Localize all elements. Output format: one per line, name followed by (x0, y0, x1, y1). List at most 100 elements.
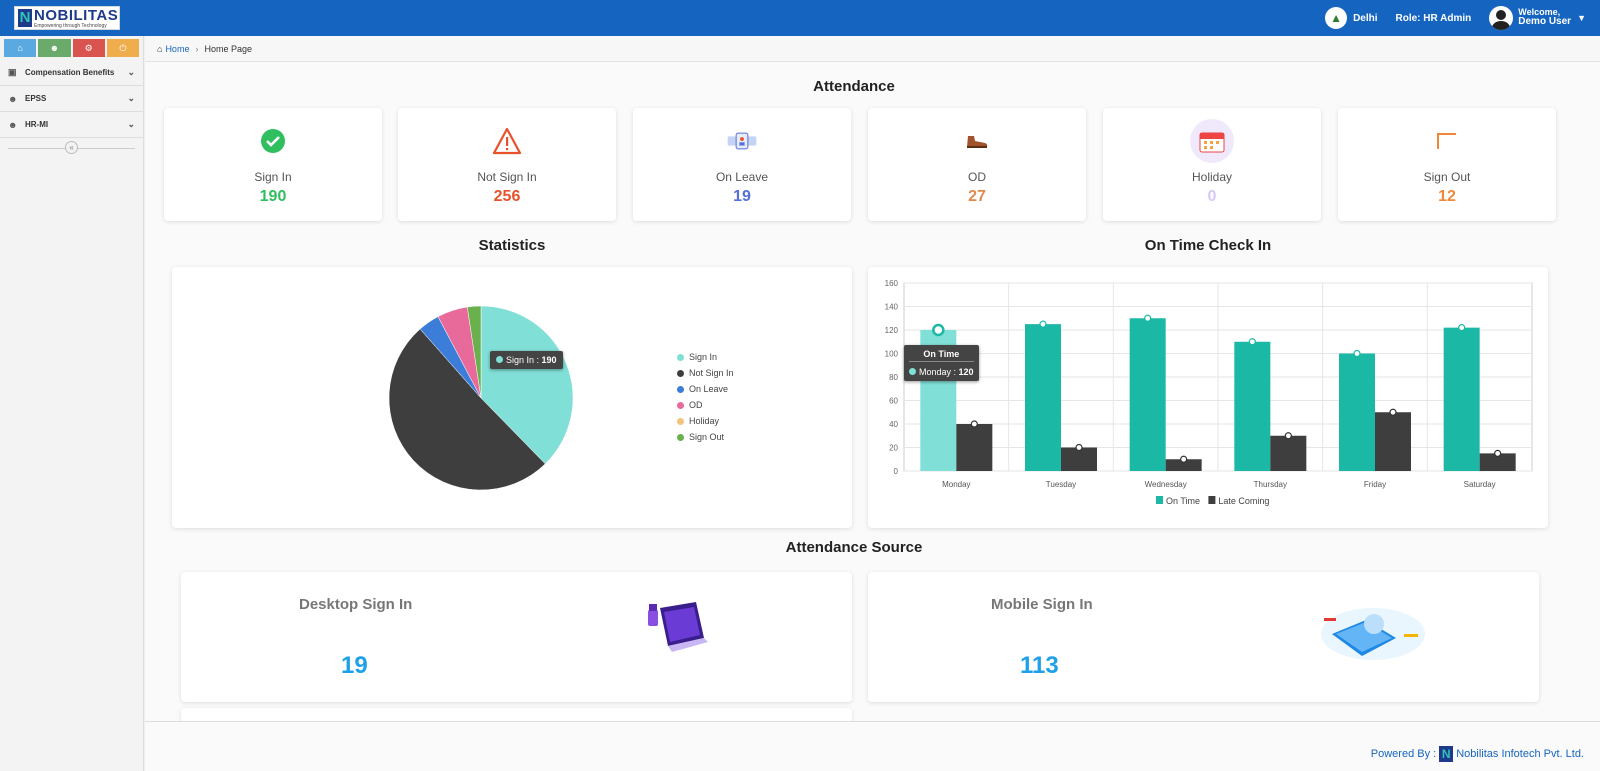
bar-on-time-tuesday[interactable] (1025, 324, 1061, 471)
pie-tooltip: Sign In : 190 (490, 351, 563, 369)
statistics-pie-chart (388, 305, 574, 491)
breadcrumb-separator: › (195, 43, 199, 54)
bar-point-marker (1144, 314, 1152, 322)
bar-on-time-wednesday[interactable] (1129, 318, 1166, 471)
legend-item[interactable]: On Time (1156, 496, 1200, 506)
bar-point-marker (1353, 349, 1361, 358)
bar-late-coming-monday[interactable] (956, 424, 993, 471)
logout-button[interactable]: ⏻ (106, 39, 139, 57)
pie-slice-sign-in[interactable] (480, 305, 574, 465)
card-value: 19 (733, 188, 751, 205)
location-icon: ▲ (1325, 7, 1348, 29)
mobile-sign-in-value: 113 (1020, 652, 1059, 679)
top-bar: N NOBILITAS Empowering through Technolog… (0, 0, 1600, 36)
company-name[interactable]: Nobilitas Infotech Pvt. Ltd. (1456, 748, 1584, 760)
x-tick-label: Wednesday (1145, 480, 1187, 489)
bar-point-marker (1494, 449, 1502, 457)
home-icon: ⌂ (17, 43, 23, 53)
sign-out-card[interactable]: Sign Out 12 (1338, 108, 1556, 221)
leave-icon (727, 126, 757, 156)
legend-item[interactable]: OD (677, 397, 734, 413)
statistics-title: Statistics (478, 237, 546, 254)
bar-point-marker (1389, 408, 1397, 416)
desktop-sign-in-card[interactable]: Desktop Sign In 19 (181, 572, 852, 702)
tooltip-value: 190 (541, 355, 557, 365)
check-circle-icon (258, 126, 288, 156)
bar-on-time-saturday[interactable] (1443, 327, 1480, 471)
card-value: 0 (1207, 188, 1217, 205)
desktop-sign-in-label: Desktop Sign In (299, 596, 413, 613)
users-icon: ☻ (49, 43, 60, 53)
card-value: 27 (968, 188, 986, 205)
y-tick-label: 120 (885, 326, 899, 335)
breadcrumb-home-link[interactable]: Home (165, 43, 190, 54)
pie-legend: Sign In Not Sign In On Leave OD Holiday Sign … (677, 349, 734, 445)
on-leave-card[interactable]: On Leave 19 (633, 108, 851, 221)
sidebar-item-label: Compensation Benefits (25, 68, 115, 77)
legend-dot-icon (677, 417, 684, 425)
holiday-card[interactable]: Holiday 0 (1103, 108, 1321, 221)
x-tick-label: Tuesday (1046, 480, 1076, 489)
sidebar-item-compensation-benefits[interactable]: ▣ Compensation Benefits ⌄ (0, 60, 143, 86)
bar-late-coming-wednesday[interactable] (1165, 459, 1202, 471)
user-menu[interactable]: Welcome, Demo User (1518, 7, 1572, 28)
bar-on-time-friday[interactable] (1339, 353, 1375, 472)
sidebar-item-epss[interactable]: ☻ EPSS ⌄ (0, 86, 143, 112)
bar-on-time-thursday[interactable] (1234, 341, 1271, 471)
bar-point-marker (1284, 432, 1292, 440)
pie-slice-sign-out[interactable] (467, 305, 482, 399)
legend-item[interactable]: On Leave (677, 381, 734, 397)
sidebar-item-label: HR-MI (25, 120, 49, 129)
bar-late-coming-friday[interactable] (1375, 412, 1411, 471)
settings-button[interactable]: ⚙ (72, 39, 105, 57)
chevron-down-icon: ⌄ (127, 67, 135, 77)
legend-item[interactable]: Sign In (677, 349, 734, 365)
legend-item[interactable]: Holiday (677, 413, 734, 429)
sign-in-card[interactable]: Sign In 190 (164, 108, 382, 221)
legend-item[interactable]: Sign Out (677, 429, 734, 445)
user-avatar-icon[interactable] (1489, 6, 1514, 30)
collapse-sidebar-icon[interactable]: « (65, 141, 78, 154)
od-card[interactable]: OD 27 (868, 108, 1086, 221)
sidebar: ⌂ ☻ ⚙ ⏻ ▣ Compensation Benefits ⌄ ☻ EPSS… (0, 36, 144, 771)
legend-label: Late Coming (1218, 496, 1269, 506)
y-tick-label: 20 (889, 444, 898, 453)
y-tick-label: 80 (889, 373, 898, 382)
y-tick-label: 0 (894, 467, 899, 476)
home-button[interactable]: ⌂ (4, 39, 37, 57)
on-time-check-in-title: On Time Check In (1144, 237, 1272, 254)
breadcrumb-current: Home Page (204, 43, 252, 54)
card-label: Holiday (1191, 170, 1233, 184)
card-value: 256 (493, 188, 521, 205)
sidebar-item-label: EPSS (25, 94, 47, 103)
logo-mark-icon: N (18, 9, 32, 27)
caret-down-icon[interactable]: ▼ (1577, 13, 1586, 23)
y-tick-label: 160 (885, 279, 899, 288)
gears-icon: ⚙ (84, 42, 93, 53)
legend-label: Not Sign In (689, 368, 734, 378)
app-logo[interactable]: N NOBILITAS Empowering through Technolog… (14, 6, 120, 30)
users-button[interactable]: ☻ (38, 39, 71, 57)
main-content: ⌂ Home › Home Page Attendance Sign In 19… (145, 36, 1600, 771)
legend-bar-icon (1156, 496, 1163, 504)
on-time-card: 0 20 40 60 80 100 120 140 160 Monday Tuesday Wednes… (868, 267, 1548, 528)
not-sign-in-card[interactable]: Not Sign In 256 (398, 108, 616, 221)
x-tick-label: Monday (942, 480, 970, 489)
pie-slice-not-sign-in[interactable] (388, 328, 546, 491)
card-label: On Leave (715, 170, 769, 184)
warning-icon (492, 126, 522, 156)
bar-late-coming-thursday[interactable] (1270, 435, 1307, 471)
mobile-sign-in-card[interactable]: Mobile Sign In 113 (868, 572, 1539, 702)
legend-dot-icon (677, 433, 684, 441)
laptop-illustration-icon (646, 602, 708, 663)
calendar-icon (1190, 119, 1234, 163)
user-name: Demo User (1518, 16, 1572, 28)
legend-item[interactable]: Not Sign In (677, 365, 734, 381)
bar-late-coming-tuesday[interactable] (1061, 447, 1097, 472)
shoe-icon (962, 126, 992, 156)
legend-item[interactable]: Late Coming (1208, 496, 1269, 506)
bar-late-coming-saturday[interactable] (1479, 453, 1516, 471)
sidebar-item-hr-mi[interactable]: ☻ HR-MI ⌄ (0, 112, 143, 138)
x-tick-label: Saturday (1464, 480, 1496, 489)
extra-card (181, 708, 852, 722)
